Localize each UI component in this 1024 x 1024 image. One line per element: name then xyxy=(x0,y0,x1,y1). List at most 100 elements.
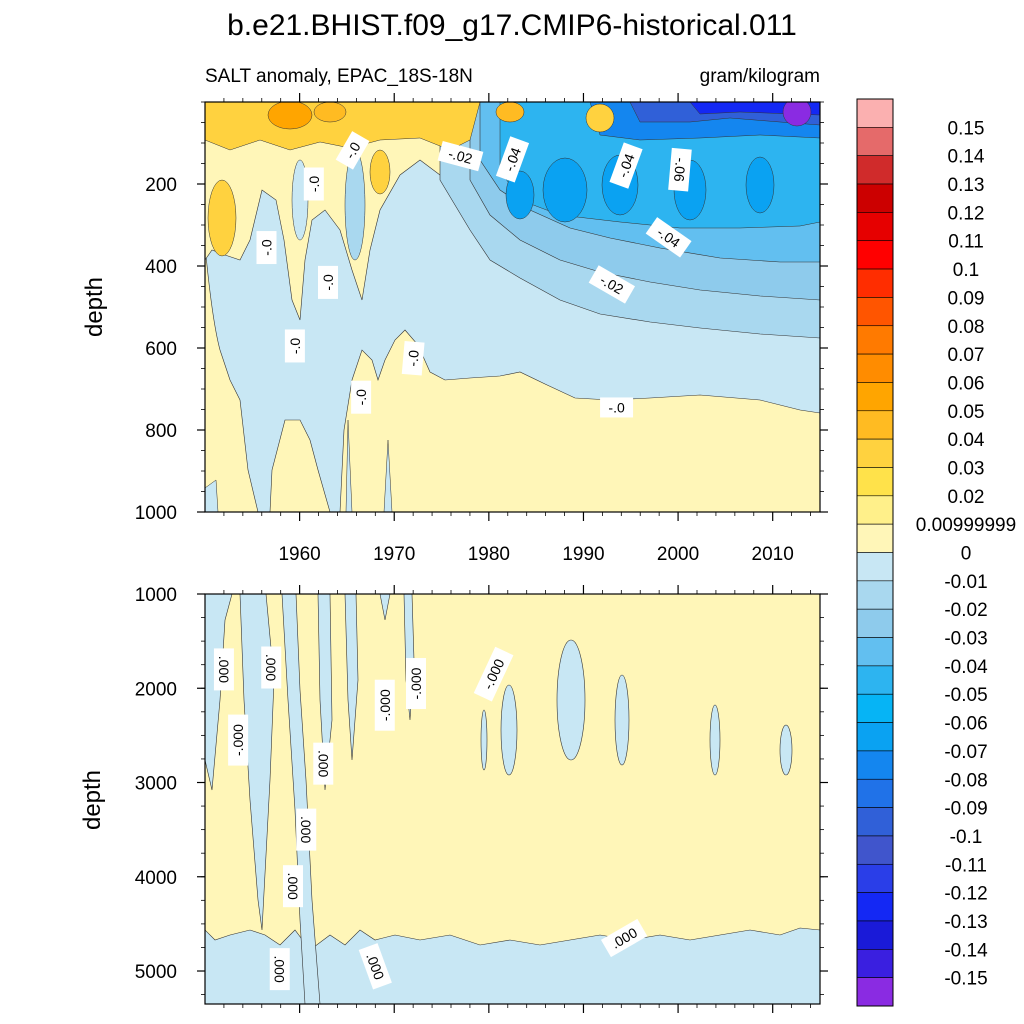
colorbar-label: -0.04 xyxy=(944,657,988,678)
upper-x-axis: 1960 1970 1980 1990 2000 2010 xyxy=(223,93,811,565)
colorbar-label: 0.15 xyxy=(948,118,985,139)
colorbar-label: -0.1 xyxy=(950,827,983,848)
upper-contour-label-text: -.0 xyxy=(259,239,275,256)
upper-contour-label: -.0 xyxy=(318,265,338,299)
colorbar-swatch xyxy=(856,467,894,497)
colorbar-label: 0.1 xyxy=(953,260,979,281)
upper-contour-label-bg xyxy=(495,136,530,183)
upper-panel: 200 400 600 800 1000 1960 1970 1980 1990 2000 201… xyxy=(81,93,828,565)
upper-contour-label: -.06 xyxy=(668,147,692,192)
upper-contour-label-text: -.0 xyxy=(306,176,322,193)
upper-contour-label-bg xyxy=(284,329,305,363)
upper-y-tick-label: 1000 xyxy=(135,503,177,524)
lower-contour-label: .000 xyxy=(296,808,317,851)
lower-contour-label: -.000 xyxy=(405,658,426,710)
upper-contour-label-bg xyxy=(351,380,372,414)
colorbar-swatch xyxy=(856,410,894,440)
upper-contour-label-text: -.0 xyxy=(608,399,625,415)
upper-contour-label-text: -.0 xyxy=(287,338,303,355)
upper-contour-label-bg xyxy=(437,141,484,172)
colorbar-swatch xyxy=(856,297,894,327)
lower-contour-label-text: .000 xyxy=(298,816,314,843)
colorbar-label: -0.02 xyxy=(944,600,987,621)
colorbar-label: 0 xyxy=(961,544,972,565)
lower-contour-label-bg xyxy=(296,808,317,851)
lower-plot-frame xyxy=(204,593,821,1005)
lower-contour-label-text: -.000 xyxy=(377,689,393,721)
colorbar-label: 0.04 xyxy=(948,430,985,451)
lower-contour-label: .000 xyxy=(313,742,334,785)
colorbar-label: -0.03 xyxy=(944,629,987,650)
colorbar-swatch xyxy=(856,98,894,128)
upper-y-tick-label: 200 xyxy=(145,175,177,196)
upper-contour-label: -.0 xyxy=(351,380,372,414)
upper-contour-label: -.0 xyxy=(401,340,425,376)
upper-x-tick-label: 2000 xyxy=(657,544,699,565)
lower-contour-label-bg xyxy=(600,918,648,958)
colorbar-swatch xyxy=(856,863,894,893)
lower-y-tick-label: 5000 xyxy=(135,962,177,983)
upper-x-tick-label: 1980 xyxy=(468,544,510,565)
colorbar-swatch xyxy=(856,665,894,695)
upper-contour-label-text: -.04 xyxy=(501,145,524,173)
upper-contour-label: -.04 xyxy=(495,136,530,183)
colorbar-label: 0.02 xyxy=(948,487,985,508)
colorbar-label: 0.06 xyxy=(948,373,985,394)
colorbar-swatch xyxy=(856,240,894,270)
colorbar-swatch xyxy=(856,552,894,582)
colorbar-swatch xyxy=(856,608,894,638)
colorbar-swatch xyxy=(856,438,894,468)
colorbar-swatch xyxy=(856,523,894,553)
lower-contour-fill xyxy=(205,594,820,1004)
lower-y-tick-label: 3000 xyxy=(135,774,177,795)
lower-contour-label-bg xyxy=(473,646,514,702)
lower-y-tick-label: 4000 xyxy=(135,868,177,889)
lower-y-axis: 1000 2000 3000 4000 5000 xyxy=(135,585,828,995)
colorbar-swatch xyxy=(856,212,894,242)
colorbar-label: 0.09 xyxy=(948,288,985,309)
upper-contour-label-bg xyxy=(303,167,324,201)
lower-contour-label: .000 xyxy=(213,648,234,691)
lower-contour-label-text: .000 xyxy=(315,750,331,777)
upper-contour-label: -.02 xyxy=(437,141,484,172)
colorbar-swatch xyxy=(856,353,894,383)
colorbar-swatch xyxy=(856,977,894,1007)
upper-contour-label-bg xyxy=(668,147,692,192)
upper-contour-label-text: -.0 xyxy=(353,389,369,406)
lower-contour-label-text: -.000 xyxy=(230,724,246,756)
upper-contour-label-text: -.0 xyxy=(404,349,421,367)
colorbar-label: 0.12 xyxy=(948,203,985,224)
upper-y-tick-label: 800 xyxy=(145,421,177,442)
colorbar-swatch xyxy=(856,382,894,412)
colorbar-label: -0.05 xyxy=(944,685,987,706)
upper-x-tick-label: 1970 xyxy=(373,544,415,565)
colorbar-swatch xyxy=(856,835,894,865)
colorbar-swatch xyxy=(856,949,894,978)
colorbar-label: -0.13 xyxy=(944,912,987,933)
upper-x-tick-label: 2010 xyxy=(752,544,794,565)
upper-contour-label-bg xyxy=(335,131,370,170)
lower-y-axis-title: depth xyxy=(79,770,106,830)
lower-x-axis xyxy=(223,585,811,1013)
units-label: gram/kilogram xyxy=(700,66,820,87)
lower-contour-label-bg xyxy=(374,679,395,731)
upper-contour-label-text: -.0 xyxy=(342,139,364,161)
colorbar-label: 0.13 xyxy=(948,175,985,196)
colorbar-label: 0.05 xyxy=(948,402,985,423)
lower-contour-label-bg xyxy=(358,943,392,990)
upper-y-axis-title: depth xyxy=(81,277,108,337)
colorbar-swatch xyxy=(856,580,894,610)
lower-contour-label-text: .000 xyxy=(285,873,301,900)
upper-contour-label-bg xyxy=(588,265,636,304)
colorbar-swatch xyxy=(856,750,894,780)
colorbar-label: 0.14 xyxy=(948,147,985,168)
upper-contour-label: -.0 xyxy=(335,131,370,170)
upper-contour-label-bg xyxy=(401,340,425,376)
upper-contour-label-bg xyxy=(645,217,692,258)
colorbar-swatch xyxy=(856,920,894,950)
colorbar-label: -0.14 xyxy=(944,940,988,961)
colorbar-label: 0.00999999 xyxy=(916,515,1016,536)
variable-label: SALT anomaly, EPAC_18S-18N xyxy=(205,66,473,87)
upper-y-tick-label: 400 xyxy=(145,257,177,278)
